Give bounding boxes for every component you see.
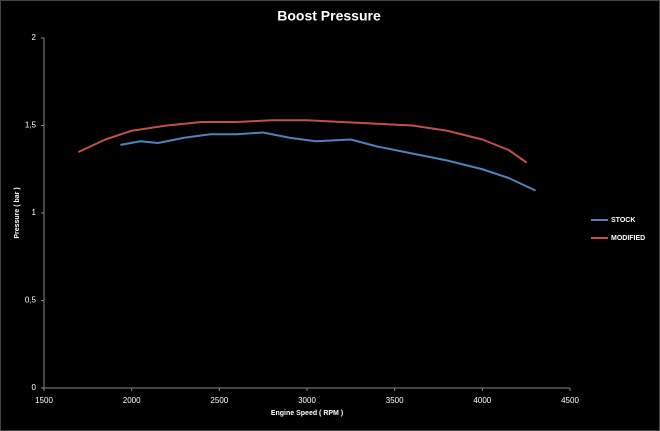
chart-title: Boost Pressure [277, 8, 381, 24]
x-axis-label: Engine Speed ( RPM ) [271, 410, 343, 417]
x-tick-label: 2000 [123, 396, 141, 405]
y-tick-label: 1,5 [25, 121, 37, 130]
y-tick-label: 2 [32, 33, 37, 42]
data-line [120, 131, 536, 192]
y-tick-label: 0 [32, 383, 37, 392]
legend-label: MODIFIED [611, 235, 645, 242]
data-line [78, 119, 528, 164]
x-tick-label: 4500 [561, 396, 579, 405]
x-tick-label: 3500 [386, 396, 404, 405]
legend-label: STOCK [611, 217, 635, 224]
x-tick-label: 4000 [473, 396, 491, 405]
y-tick-label: 0,5 [25, 296, 37, 305]
y-tick-label: 1 [32, 208, 37, 217]
x-tick-label: 3000 [298, 396, 316, 405]
x-tick-label: 1500 [35, 396, 53, 405]
x-tick-label: 2500 [210, 396, 228, 405]
y-axis-label: Pressure ( bar ) [14, 187, 21, 238]
